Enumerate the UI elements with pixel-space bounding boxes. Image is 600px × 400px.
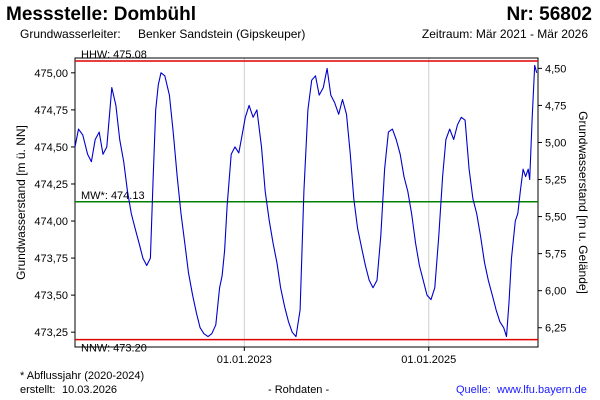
source-label: Quelle:: [456, 384, 491, 396]
created-date: 10.03.2026: [62, 384, 118, 396]
raw-data-note: - Rohdaten -: [268, 384, 330, 396]
y2-tick-label: 4,75: [545, 100, 566, 112]
page-title: Messstelle: Dombühl: [6, 4, 197, 25]
y-axis-title: Grundwasserstand [m ü. NN]: [14, 125, 28, 280]
y2-tick-label: 6,00: [545, 286, 566, 298]
ref-label-nnw: NNW: 473.20: [81, 343, 147, 355]
y-tick-label: 475,00: [34, 68, 68, 80]
ref-label-mw: MW*: 474.13: [81, 190, 145, 202]
y2-tick-label: 6,25: [545, 323, 566, 335]
y-tick-label: 473,75: [34, 253, 68, 265]
y2-axis-title: Grundwasserstand [m u. Gelände]: [576, 111, 590, 294]
station-number: Nr: 56802: [506, 4, 592, 25]
x-tick-label: 01.01.2023: [217, 354, 272, 366]
y2-tick-label: 5,00: [545, 137, 566, 149]
y-tick-label: 473,25: [34, 327, 68, 339]
y2-tick-label: 5,75: [545, 249, 566, 261]
source-link[interactable]: www.lfu.bayern.de: [497, 384, 587, 396]
y-tick-label: 474,50: [34, 142, 68, 154]
y2-tick-label: 4,50: [545, 63, 566, 75]
aquifer-value: Benker Sandstein (Gipskeuper): [138, 27, 306, 41]
y-tick-label: 474,75: [34, 105, 68, 117]
y-tick-label: 474,00: [34, 216, 68, 228]
period-label: Zeitraum: Mär 2021 - Mär 2026: [421, 27, 588, 41]
series-line: [74, 64, 538, 338]
aquifer-label: Grundwasserleiter:: [20, 27, 121, 41]
x-tick-label: 01.01.2025: [401, 354, 456, 366]
y-tick-label: 474,25: [34, 179, 68, 191]
created-label: erstellt:: [20, 384, 56, 396]
ref-label-hhw: HHW: 475.08: [81, 49, 147, 61]
footnote: * Abflussjahr (2020-2024): [20, 370, 145, 382]
y2-tick-label: 5,50: [545, 212, 566, 224]
y-tick-label: 473,50: [34, 290, 68, 302]
y2-tick-label: 5,25: [545, 175, 566, 187]
